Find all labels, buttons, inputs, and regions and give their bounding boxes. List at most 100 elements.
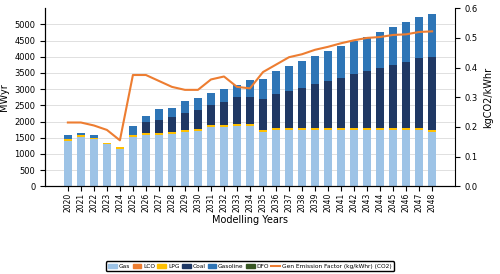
Bar	[363, 71, 372, 128]
Bar	[389, 27, 398, 65]
Bar	[324, 130, 332, 186]
Bar	[220, 127, 228, 186]
Bar	[337, 130, 345, 186]
Bar	[76, 135, 85, 137]
Bar	[272, 71, 280, 94]
Bar	[233, 85, 241, 97]
Bar	[259, 79, 267, 99]
Gen Emission Factor (kg/kWhr) (CO2)	[260, 70, 266, 74]
Bar	[428, 57, 436, 130]
Bar	[363, 130, 372, 186]
Gen Emission Factor (kg/kWhr) (CO2)	[169, 85, 175, 89]
Bar	[259, 132, 267, 186]
Gen Emission Factor (kg/kWhr) (CO2)	[338, 42, 344, 45]
Bar	[206, 105, 215, 125]
Bar	[116, 149, 124, 186]
Bar	[168, 108, 176, 117]
Bar	[168, 117, 176, 132]
Gen Emission Factor (kg/kWhr) (CO2)	[221, 75, 227, 78]
Gen Emission Factor (kg/kWhr) (CO2)	[208, 78, 214, 81]
Bar	[402, 22, 410, 62]
Gen Emission Factor (kg/kWhr) (CO2)	[377, 35, 383, 39]
Bar	[76, 133, 85, 135]
Bar	[90, 139, 98, 186]
Legend: Gas, LCO, LPG, Coal, Gasoline, DFO, Gen Emission Factor (kg/kWhr) (CO2): Gas, LCO, LPG, Coal, Gasoline, DFO, Gen …	[106, 261, 394, 271]
Bar	[428, 14, 436, 57]
Bar	[116, 147, 124, 149]
Bar	[259, 99, 267, 130]
Bar	[206, 127, 215, 186]
Bar	[337, 128, 345, 130]
Bar	[376, 32, 384, 68]
Bar	[102, 142, 111, 144]
Gen Emission Factor (kg/kWhr) (CO2)	[312, 48, 318, 52]
Bar	[128, 137, 137, 186]
Bar	[285, 66, 294, 91]
Bar	[64, 141, 72, 186]
Bar	[168, 134, 176, 186]
Gen Emission Factor (kg/kWhr) (CO2)	[403, 33, 409, 36]
Bar	[142, 133, 150, 135]
Bar	[194, 131, 202, 186]
Bar	[180, 130, 189, 132]
Bar	[363, 128, 372, 130]
Bar	[324, 51, 332, 81]
Bar	[128, 126, 137, 135]
Bar	[389, 128, 398, 130]
Bar	[168, 132, 176, 134]
Bar	[64, 139, 72, 141]
Bar	[376, 128, 384, 130]
Gen Emission Factor (kg/kWhr) (CO2)	[390, 33, 396, 37]
Bar	[154, 133, 163, 135]
Bar	[233, 97, 241, 124]
Bar	[285, 128, 294, 130]
Gen Emission Factor (kg/kWhr) (CO2)	[65, 121, 71, 124]
Bar	[285, 130, 294, 186]
Bar	[402, 130, 410, 186]
Bar	[90, 138, 98, 139]
Bar	[376, 68, 384, 128]
Bar	[142, 135, 150, 186]
Bar	[350, 130, 358, 186]
Bar	[272, 130, 280, 186]
Gen Emission Factor (kg/kWhr) (CO2)	[104, 128, 110, 132]
Gen Emission Factor (kg/kWhr) (CO2)	[299, 53, 305, 56]
Gen Emission Factor (kg/kWhr) (CO2)	[416, 30, 422, 34]
Bar	[142, 122, 150, 133]
Bar	[142, 116, 150, 122]
Bar	[350, 128, 358, 130]
Gen Emission Factor (kg/kWhr) (CO2)	[91, 124, 97, 127]
Bar	[180, 132, 189, 186]
Gen Emission Factor (kg/kWhr) (CO2)	[182, 88, 188, 92]
Bar	[337, 46, 345, 78]
Gen Emission Factor (kg/kWhr) (CO2)	[78, 121, 84, 124]
Bar	[324, 128, 332, 130]
Gen Emission Factor (kg/kWhr) (CO2)	[117, 139, 123, 142]
Gen Emission Factor (kg/kWhr) (CO2)	[325, 45, 331, 48]
Bar	[415, 17, 424, 58]
Bar	[154, 135, 163, 186]
Bar	[194, 98, 202, 110]
Bar	[102, 144, 111, 186]
Bar	[350, 41, 358, 75]
Bar	[64, 135, 72, 139]
Bar	[311, 56, 320, 84]
Bar	[402, 62, 410, 128]
Bar	[90, 135, 98, 138]
Bar	[415, 130, 424, 186]
Bar	[350, 75, 358, 128]
Gen Emission Factor (kg/kWhr) (CO2)	[130, 73, 136, 77]
Bar	[311, 84, 320, 128]
Y-axis label: MWyr: MWyr	[0, 83, 8, 111]
Bar	[194, 110, 202, 129]
Bar	[246, 80, 254, 97]
Line: Gen Emission Factor (kg/kWhr) (CO2): Gen Emission Factor (kg/kWhr) (CO2)	[68, 32, 432, 140]
Bar	[246, 126, 254, 186]
Bar	[272, 94, 280, 128]
Bar	[389, 65, 398, 128]
X-axis label: Modelling Years: Modelling Years	[212, 215, 288, 225]
Bar	[298, 128, 306, 130]
Gen Emission Factor (kg/kWhr) (CO2)	[195, 88, 201, 92]
Gen Emission Factor (kg/kWhr) (CO2)	[156, 79, 162, 82]
Gen Emission Factor (kg/kWhr) (CO2)	[286, 56, 292, 59]
